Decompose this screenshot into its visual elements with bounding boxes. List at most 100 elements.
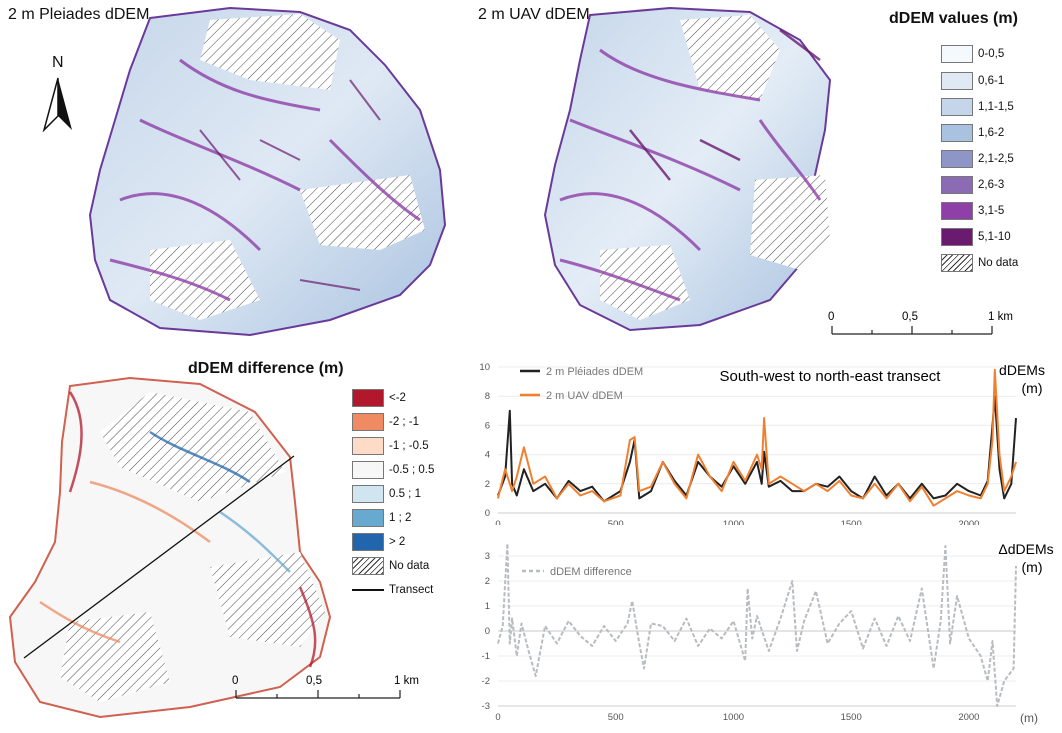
pleiades-map [88, 6, 447, 337]
x-tick-label: 500 [608, 519, 624, 525]
legend-swatch [941, 254, 973, 272]
chart2-series [497, 542, 1017, 707]
x-tick-label: 1000 [723, 519, 744, 525]
chart2-legend-label: dDEM difference [550, 566, 632, 578]
legend-swatch [941, 72, 973, 90]
x-tick-label: 0 [495, 712, 500, 723]
chart1-series [497, 368, 1017, 507]
legend-values-item: 3,1-5 [941, 198, 1056, 224]
legend-diff-item: > 2 [352, 530, 472, 554]
chart2-legend: dDEM difference [522, 566, 632, 578]
legend-swatch [941, 124, 973, 142]
x-tick-label: 0 [495, 519, 500, 525]
chart1-ticks: 0 2 4 6 8 10 0 500 1000 1500 2000 [479, 362, 979, 525]
y-tick-label: 0 [485, 508, 490, 519]
pleiades-map-title: 2 m Pleiades dDEM [8, 6, 150, 23]
y-tick-label: 1 [485, 601, 490, 612]
legend-swatch [352, 509, 384, 527]
scalebar-label: 0,5 [902, 311, 918, 323]
y-tick-label: 2 [485, 576, 490, 587]
chart2-ylabel-unit: (m) [1022, 559, 1043, 575]
legend-diff-item: -1 ; -0.5 [352, 434, 472, 458]
legend-diff-item: <-2 [352, 386, 472, 410]
chart1-ylabel: dDEMs [999, 362, 1045, 378]
series-line [497, 542, 1017, 707]
difference-map [8, 376, 332, 719]
legend-swatch [352, 461, 384, 479]
x-tick-label: 1500 [841, 519, 862, 525]
x-tick-label: 2000 [958, 712, 979, 723]
legend-values: 0-0,5 0,6-1 1,1-1,5 1,6-2 2,1-2,5 2,6-3 … [941, 40, 1056, 276]
scalebar-label: 0 [232, 675, 238, 687]
legend-swatch [941, 98, 973, 116]
chart2-ylabel: ΔdDEMs [998, 541, 1053, 557]
x-tick-label: 500 [608, 712, 624, 723]
legend-swatch [941, 202, 973, 220]
series-line [497, 368, 1017, 507]
transect-line [23, 455, 295, 659]
legend-swatch [941, 228, 973, 246]
y-tick-label: 10 [479, 362, 490, 373]
series-line [497, 395, 1017, 503]
legend-diff-item: 1 ; 2 [352, 506, 472, 530]
chart1-legend: 2 m Pléiades dDEM 2 m UAV dDEM [520, 366, 643, 402]
legend-swatch [352, 485, 384, 503]
x-tick-label: 2000 [958, 519, 979, 525]
legend-diff-item: 0.5 ; 1 [352, 482, 472, 506]
scalebar-label: 1 km [394, 675, 419, 687]
y-tick-label: 6 [485, 420, 490, 431]
difference-chart: -3 -2 -1 0 1 2 3 0 500 1000 1500 2000 ΔdDEMs (m) (m… [482, 541, 1054, 725]
legend-diff-item: -0.5 ; 0.5 [352, 458, 472, 482]
uav-map-title: 2 m UAV dDEM [478, 6, 590, 23]
legend-diff-item: No data [352, 554, 472, 578]
y-tick-label: -3 [482, 701, 490, 712]
y-tick-label: -2 [482, 676, 490, 687]
chart1-ylabel-unit: (m) [1022, 380, 1043, 396]
legend-values-item: 2,1-2,5 [941, 146, 1056, 172]
scalebar-top: 0 0,5 1 km [828, 311, 1013, 335]
transect-chart: 0 2 4 6 8 10 0 500 1000 1500 2000 South-west to no… [479, 362, 1045, 525]
north-arrow-icon [42, 77, 72, 132]
legend-diff: <-2 -2 ; -1 -1 ; -0.5 -0.5 ; 0.5 0.5 ; 1… [352, 386, 472, 602]
legend-values-item: 5,1-10 [941, 224, 1056, 250]
chart2-ticks: -3 -2 -1 0 1 2 3 0 500 1000 1500 2000 [482, 551, 980, 723]
legend-values-title: dDEM values (m) [889, 10, 1018, 27]
uav-map [543, 6, 832, 332]
y-tick-label: 8 [485, 391, 490, 402]
legend-values-item: 0-0,5 [941, 40, 1056, 68]
y-tick-label: 3 [485, 551, 490, 562]
legend-swatch [352, 389, 384, 407]
scalebar-label: 0,5 [306, 675, 322, 687]
x-tick-label: 1500 [841, 712, 862, 723]
legend-swatch [941, 176, 973, 194]
y-tick-label: 4 [485, 450, 490, 461]
scalebar-label: 1 km [988, 311, 1013, 323]
chart1-title: South-west to north-east transect [720, 368, 942, 385]
uav-area [543, 6, 832, 332]
legend-swatch [352, 581, 384, 599]
legend-values-item: 2,6-3 [941, 172, 1056, 198]
legend-values-item: 1,6-2 [941, 120, 1056, 146]
scalebar-label: 0 [828, 311, 834, 323]
legend-swatch [352, 557, 384, 575]
north-label: N [52, 54, 64, 71]
legend-swatch [352, 413, 384, 431]
x-tick-label: 1000 [723, 712, 744, 723]
y-tick-label: 0 [485, 626, 490, 637]
chart2-grid [498, 555, 1016, 707]
legend-diff-item: -2 ; -1 [352, 410, 472, 434]
y-tick-label: -1 [482, 651, 490, 662]
chart1-grid [498, 366, 1016, 514]
chart2-xlabel: (m) [1020, 711, 1038, 725]
legend-swatch [352, 437, 384, 455]
legend-values-item: 1,1-1,5 [941, 94, 1056, 120]
y-tick-label: 2 [485, 479, 490, 490]
legend-values-item: No data [941, 250, 1056, 276]
chart1-legend-label: 2 m Pléiades dDEM [546, 366, 643, 378]
scalebar-bottom: 0 0,5 1 km [232, 675, 419, 699]
legend-diff-title: dDEM difference (m) [188, 360, 344, 377]
legend-swatch [352, 533, 384, 551]
legend-swatch [941, 45, 973, 63]
legend-swatch [941, 150, 973, 168]
chart1-legend-label: 2 m UAV dDEM [546, 390, 623, 402]
